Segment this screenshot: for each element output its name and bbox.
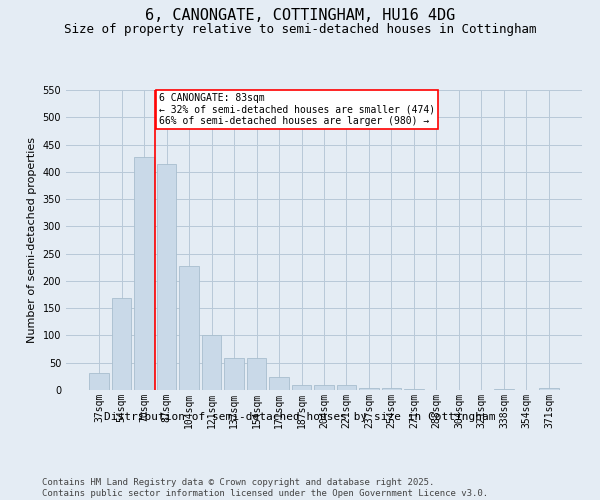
Bar <box>337 385 356 390</box>
Bar <box>112 298 131 390</box>
Text: Contains HM Land Registry data © Crown copyright and database right 2025.
Contai: Contains HM Land Registry data © Crown c… <box>42 478 488 498</box>
Text: Size of property relative to semi-detached houses in Cottingham: Size of property relative to semi-detach… <box>64 22 536 36</box>
Bar <box>314 385 334 390</box>
Bar <box>539 388 559 390</box>
Bar <box>494 389 514 390</box>
Text: Distribution of semi-detached houses by size in Cottingham: Distribution of semi-detached houses by … <box>104 412 496 422</box>
Bar <box>247 358 266 390</box>
Bar <box>404 389 424 390</box>
Text: 6, CANONGATE, COTTINGHAM, HU16 4DG: 6, CANONGATE, COTTINGHAM, HU16 4DG <box>145 8 455 22</box>
Text: 6 CANONGATE: 83sqm
← 32% of semi-detached houses are smaller (474)
66% of semi-d: 6 CANONGATE: 83sqm ← 32% of semi-detache… <box>158 92 435 126</box>
Bar <box>157 164 176 390</box>
Bar <box>382 388 401 390</box>
Bar <box>359 388 379 390</box>
Bar <box>202 336 221 390</box>
Bar <box>134 156 154 390</box>
Y-axis label: Number of semi-detached properties: Number of semi-detached properties <box>27 137 37 343</box>
Bar <box>179 266 199 390</box>
Bar <box>224 358 244 390</box>
Bar <box>292 384 311 390</box>
Bar <box>269 377 289 390</box>
Bar <box>89 372 109 390</box>
